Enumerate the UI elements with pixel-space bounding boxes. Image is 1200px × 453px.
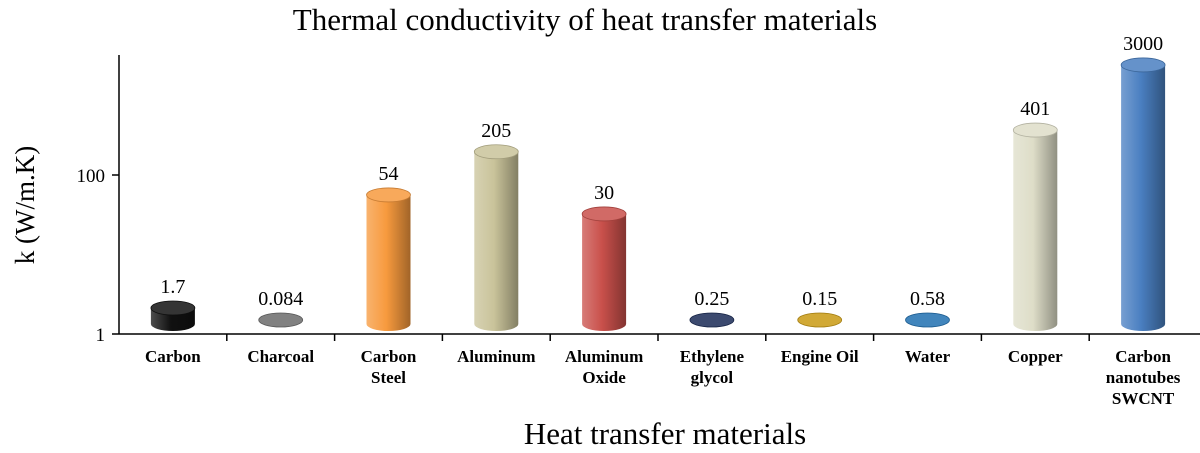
x-tick-label: Aluminum Oxide <box>565 347 643 387</box>
x-tick-label: Charcoal <box>247 347 314 366</box>
bar <box>258 312 304 328</box>
data-labels: 1.7 0.084 54 205 30 0.25 0.15 0.58 401 3000 <box>160 33 1163 310</box>
x-tick-label: Ethylene glycol <box>680 347 745 387</box>
x-tick-label: Engine Oil <box>781 347 859 366</box>
y-tick-label: 1 <box>96 325 106 346</box>
y-tick-label: 100 <box>77 166 106 187</box>
data-label: 0.58 <box>910 288 945 310</box>
data-label: 205 <box>481 120 511 142</box>
y-axis-ticks: 1 100 <box>77 166 119 346</box>
x-tick-label: Aluminum <box>457 347 535 366</box>
data-label: 1.7 <box>160 276 185 298</box>
data-label: 401 <box>1020 98 1050 120</box>
bar <box>366 187 411 332</box>
data-label: 0.25 <box>694 288 729 310</box>
bar <box>473 144 519 332</box>
bar <box>1120 57 1166 332</box>
x-tick-label: Copper <box>1008 347 1063 366</box>
data-label: 0.15 <box>802 288 837 310</box>
bar <box>150 300 196 332</box>
x-axis-label: Heat transfer materials <box>524 416 806 451</box>
x-tick-label: Carbon Steel <box>361 347 417 387</box>
bar <box>797 312 843 328</box>
bar <box>689 312 735 328</box>
bar <box>905 312 950 328</box>
data-label: 54 <box>379 163 399 185</box>
bar <box>1012 122 1058 331</box>
data-label: 30 <box>594 182 614 204</box>
data-label: 3000 <box>1123 33 1163 55</box>
x-axis-ticks: Carbon Charcoal Carbon Steel Aluminum Aluminu… <box>145 334 1181 408</box>
data-label: 0.084 <box>258 288 303 310</box>
x-tick-label: Carbon <box>145 347 201 366</box>
bars <box>150 57 1166 332</box>
y-axis-label: k (W/m.K) <box>10 146 40 264</box>
chart-title: Thermal conductivity of heat transfer ma… <box>293 2 877 37</box>
x-tick-label: Carbon nanotubes SWCNT <box>1106 347 1181 408</box>
bar <box>581 206 627 332</box>
x-tick-label: Water <box>905 347 951 366</box>
